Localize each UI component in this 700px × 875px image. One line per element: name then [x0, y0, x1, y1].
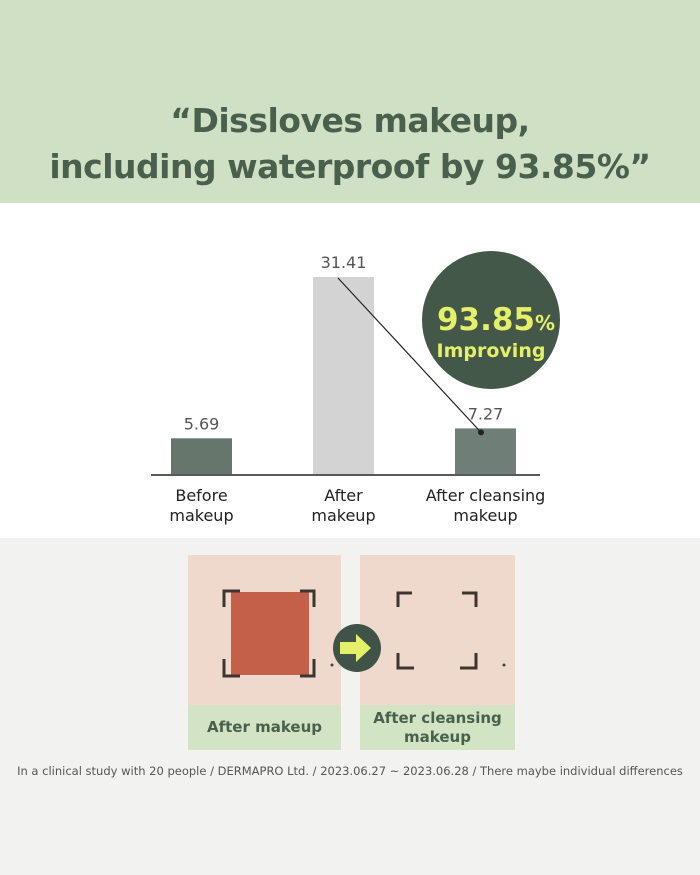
- photo-label: After cleansing makeup: [360, 705, 515, 750]
- category-label: makeup: [169, 506, 233, 525]
- headline: “Dissloves makeup, including waterproof …: [49, 101, 651, 186]
- category-label: After cleansing: [426, 486, 546, 505]
- photo-after-makeup: [188, 555, 341, 705]
- value-label: 7.27: [468, 404, 504, 423]
- photo-label: After makeup: [188, 705, 341, 750]
- category-label: After: [324, 486, 363, 505]
- category-label: makeup: [453, 506, 517, 525]
- footnote: In a clinical study with 20 people / DER…: [17, 764, 683, 778]
- headline-band: “Dissloves makeup, including waterproof …: [0, 0, 700, 203]
- photo-after-cleansing: [360, 555, 515, 705]
- bar-chart: 5.69Beforemakeup31.41Aftermakeup7.27Afte…: [151, 251, 560, 525]
- improvement-badge: [422, 251, 560, 389]
- bar: [171, 438, 232, 474]
- arrow-right-icon: [333, 624, 381, 672]
- badge-label: Improving: [437, 340, 546, 362]
- value-label: 31.41: [321, 253, 367, 272]
- category-label: Before: [175, 486, 227, 505]
- value-label: 5.69: [184, 414, 220, 433]
- trend-point: [478, 429, 484, 436]
- bar: [455, 428, 516, 474]
- trend-line: [337, 277, 482, 433]
- category-label: makeup: [311, 506, 375, 525]
- bar: [313, 277, 374, 474]
